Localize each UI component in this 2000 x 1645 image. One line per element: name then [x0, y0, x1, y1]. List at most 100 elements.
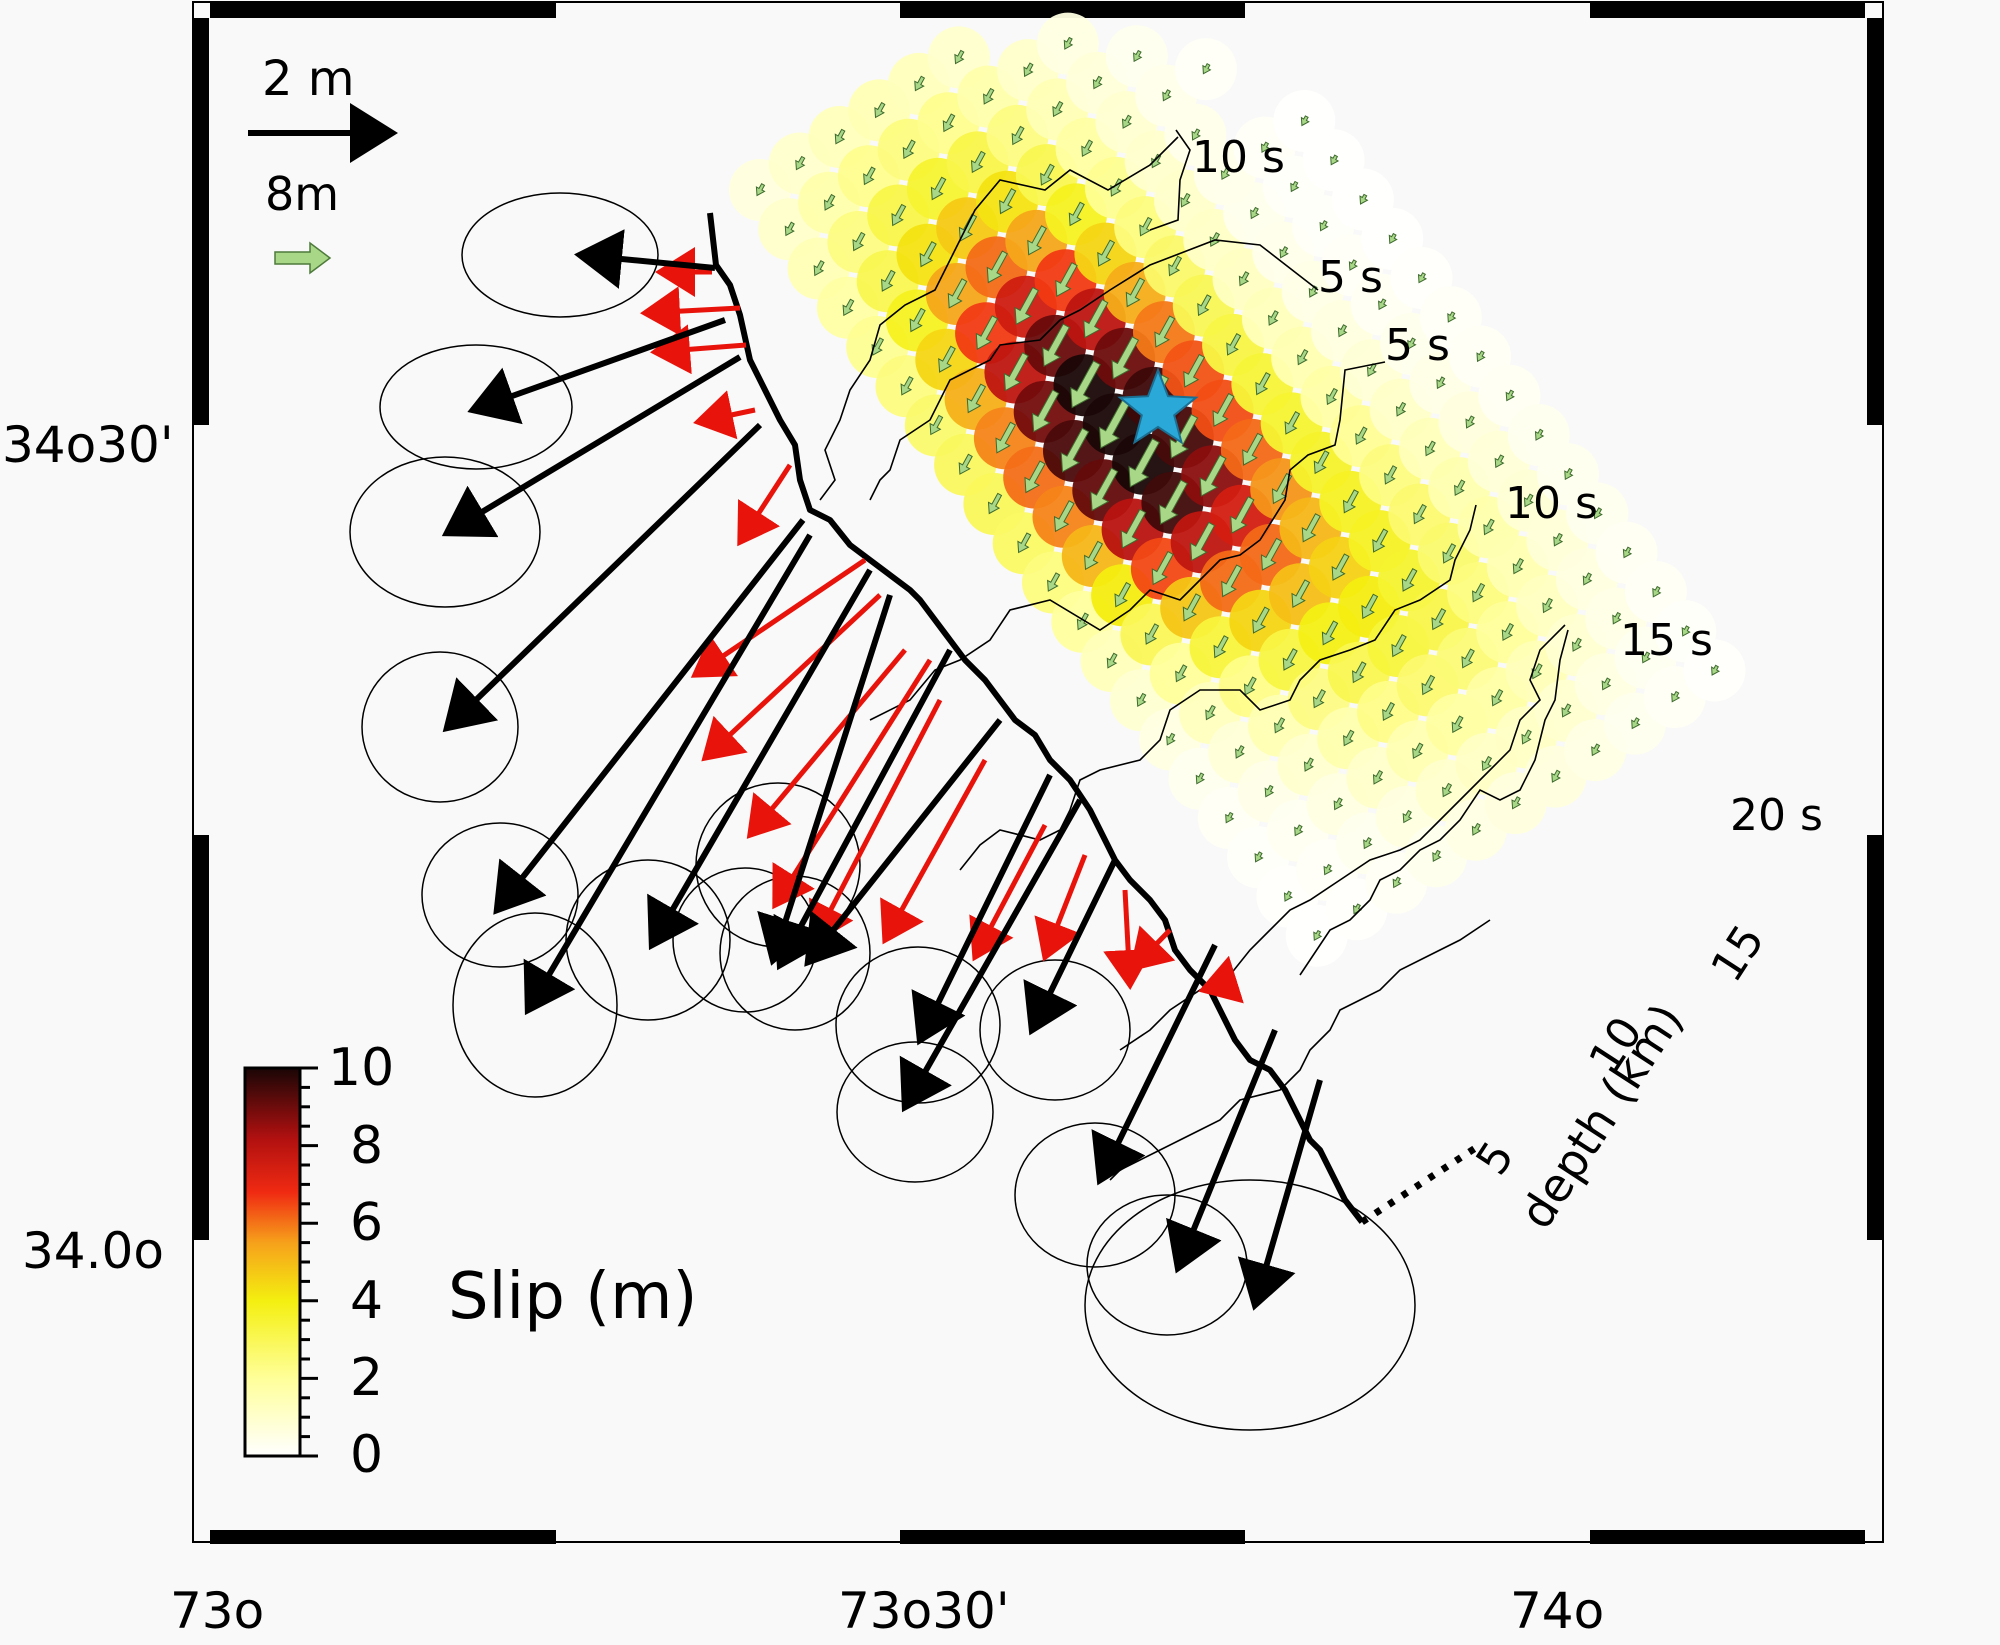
error-ellipse	[361, 651, 519, 803]
slip-vector-icon	[1297, 349, 1309, 366]
observed-vector-icon	[1237, 1079, 1323, 1311]
slip-vector-icon	[1254, 851, 1264, 863]
slip-vector-icon	[1359, 193, 1369, 205]
slip-vector-icon	[942, 113, 956, 133]
slip-vector-icon	[1494, 454, 1505, 469]
slip-vector-icon	[1213, 635, 1229, 659]
colorbar-tick-10: 10	[328, 1038, 394, 1098]
slip-vector-icon	[1382, 701, 1395, 722]
slip-vector-icon	[1511, 796, 1522, 810]
slip-vector-icon	[1070, 360, 1101, 409]
observed-vector-icon	[441, 354, 742, 538]
contour-label-20s: 20 s	[1730, 790, 1823, 841]
colorbar-tick-6: 6	[350, 1193, 383, 1253]
slip-vector-icon	[1040, 163, 1055, 186]
observed-vector-icon	[574, 229, 716, 289]
observed-vector-icon	[1023, 858, 1118, 1036]
slip-vector-icon	[1260, 141, 1271, 154]
slip-vector-icon	[1197, 294, 1212, 317]
slip-vector-icon	[1372, 528, 1389, 553]
observed-vector-icon	[899, 798, 1083, 1113]
fault-trace-buried	[1360, 1142, 1482, 1225]
slip-vector-icon	[1571, 637, 1582, 652]
slip-vector-icon	[1412, 742, 1424, 760]
model-displacement-vectors	[640, 247, 1244, 1004]
frame-bar-right-0	[1867, 18, 1883, 425]
frame-bar-bottom-1	[900, 1530, 1245, 1544]
slip-vector-icon	[1361, 593, 1379, 620]
slip-vector-icon	[1220, 167, 1231, 181]
slip-vector-icon	[1121, 114, 1132, 129]
slip-vector-icon	[983, 87, 995, 105]
slip-vector-icon	[1238, 271, 1250, 287]
lon-label-73-30: 73o30'	[838, 1582, 1010, 1640]
slip-vector-icon	[914, 75, 926, 92]
slip-vector-icon	[795, 155, 806, 171]
contour-label-5s-b: 5 s	[1385, 320, 1450, 371]
model-vector-icon	[693, 390, 756, 440]
slip-vector-icon	[1182, 593, 1202, 622]
contour-label-15s: 15 s	[1620, 615, 1713, 666]
scale-label-green: 8m	[265, 167, 339, 221]
slip-vector-icon	[954, 49, 965, 65]
slip-vector-icon	[813, 260, 825, 277]
slip-vector-icon	[1047, 572, 1061, 592]
slip-vector-icon	[1195, 772, 1206, 785]
model-vector-icon	[880, 758, 988, 945]
slip-vector-icon	[784, 221, 795, 237]
slip-vector-icon	[1202, 63, 1212, 75]
slip-vector-icon	[1366, 363, 1377, 377]
slip-vector-icon	[1180, 192, 1191, 208]
frame-bar-top-1	[900, 2, 1245, 18]
slip-vector-icon	[1591, 743, 1601, 757]
slip-vector-icon	[1523, 493, 1534, 508]
slip-vector-icon	[1442, 543, 1457, 564]
slip-vector-icon	[1330, 154, 1340, 166]
slip-vector-icon	[1003, 352, 1029, 392]
slip-vector-icon	[1451, 715, 1464, 734]
observed-vector-icon	[1091, 943, 1218, 1186]
slip-vector-icon	[842, 298, 855, 317]
model-vector-icon	[701, 593, 882, 762]
slip-vector-icon	[1125, 277, 1146, 308]
slip-vector-icon	[1114, 581, 1132, 608]
slip-vector-icon	[1681, 625, 1691, 637]
slip-vector-icon	[1372, 769, 1384, 785]
model-vector-icon	[640, 286, 741, 337]
slip-vector-icon	[1250, 206, 1260, 220]
slip-vector-icon	[1551, 769, 1561, 783]
slip-vector-icon	[1235, 745, 1245, 759]
slip-vector-icon	[874, 101, 886, 119]
colorbar-title: Slip (m)	[448, 1260, 697, 1334]
slip-vector-icon	[1553, 532, 1564, 547]
slip-vector-icon	[1323, 863, 1333, 876]
slip-vector-icon	[1388, 232, 1398, 245]
observed-vector-icon	[804, 718, 1003, 967]
slip-vector-icon	[1483, 518, 1495, 536]
slip-vector-icon	[1052, 100, 1064, 118]
slip-vector-icon	[1301, 513, 1321, 543]
slip-vector-icon	[1097, 239, 1116, 267]
slip-vector-icon	[1068, 201, 1085, 227]
slip-vector-icon	[1303, 757, 1314, 772]
slip-vector-icon	[1442, 782, 1453, 798]
epicenter-star-icon	[1117, 367, 1199, 445]
slip-vector-icon	[1447, 311, 1457, 323]
frame-bar-bottom-0	[210, 1530, 556, 1544]
frame-scale-bars	[193, 2, 1883, 1544]
slip-vector-icon	[1342, 489, 1359, 514]
slip-vector-icon	[1711, 664, 1721, 676]
slip-vector-icon	[929, 414, 944, 436]
slip-vector-icon	[1017, 532, 1032, 554]
slip-vector-icon	[1413, 503, 1427, 525]
slip-vector-icon	[1230, 496, 1255, 534]
slip-vector-icon	[958, 453, 973, 475]
observed-vector-icon	[647, 568, 873, 951]
model-vector-icon	[1198, 955, 1244, 1004]
error-ellipse	[565, 859, 731, 1021]
slip-vector-icon	[1199, 454, 1227, 497]
slip-vector-icon	[1392, 876, 1402, 889]
slip-vector-icon	[1481, 755, 1493, 772]
slip-vector-icon	[834, 128, 846, 145]
slip-vector-icon	[1264, 784, 1275, 798]
